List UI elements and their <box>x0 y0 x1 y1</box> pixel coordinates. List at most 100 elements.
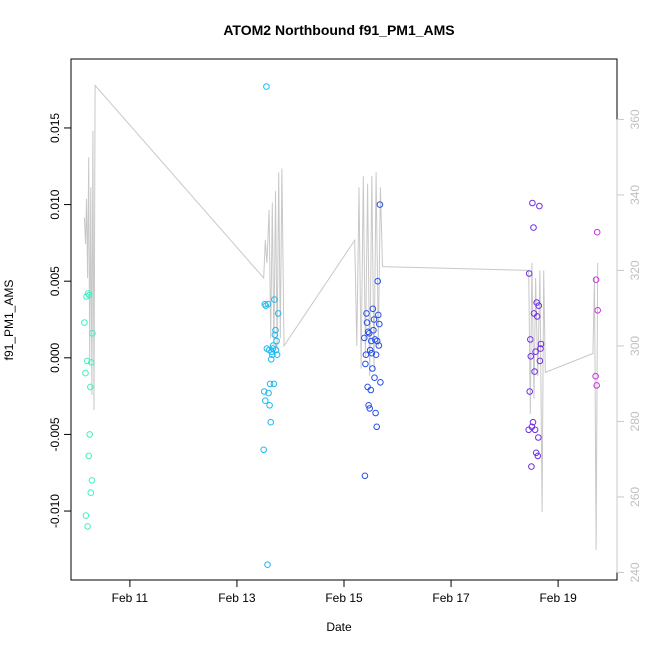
y2-tick-label: 240 <box>628 562 642 582</box>
data-point-s3-6 <box>363 319 371 326</box>
data-point-s4-8 <box>529 199 536 207</box>
data-point-s2-25 <box>273 337 280 345</box>
data-point-s2-21 <box>271 296 278 303</box>
y2-tick-label: 300 <box>628 336 642 356</box>
data-point-s5-4 <box>593 228 601 236</box>
data-point-s5-3 <box>593 382 601 389</box>
data-point-s2-16 <box>268 348 276 356</box>
data-point-s1-3 <box>82 512 90 519</box>
data-point-s2-23 <box>272 326 279 334</box>
secondary-line-layer <box>83 84 599 550</box>
data-point-s3-30 <box>376 201 384 208</box>
data-point-s3-20 <box>371 374 378 382</box>
data-point-s3-28 <box>375 342 383 349</box>
data-point-s1-11 <box>87 383 94 391</box>
data-point-s1-13 <box>88 359 95 366</box>
y-tick-label: 0.015 <box>48 113 62 143</box>
data-point-s4-19 <box>535 434 542 441</box>
data-point-s4-22 <box>536 357 544 365</box>
chart-title: ATOM2 Northbound f91_PM1_AMS <box>223 22 454 38</box>
data-point-s4-9 <box>529 418 537 426</box>
x-tick-label: Feb 15 <box>325 591 363 605</box>
data-point-s3-17 <box>369 305 377 313</box>
y-tick-label: -0.005 <box>48 417 62 451</box>
data-point-s4-20 <box>535 302 543 310</box>
data-point-s5-2 <box>592 276 600 284</box>
x-tick-label: Feb 17 <box>432 591 470 605</box>
data-point-s3-24 <box>373 423 381 431</box>
data-point-s2-22 <box>271 331 279 339</box>
x-tick-label: Feb 11 <box>112 591 149 605</box>
data-point-s3-11 <box>366 405 374 412</box>
data-point-s2-2 <box>260 388 268 395</box>
data-point-s2-15 <box>267 356 275 363</box>
data-point-s2-10 <box>265 389 272 397</box>
data-point-s3-13 <box>367 386 375 394</box>
data-point-s4-6 <box>528 463 535 470</box>
data-point-s3-2 <box>361 472 369 480</box>
data-point-s4-23 <box>537 345 544 352</box>
data-point-s2-1 <box>260 446 268 454</box>
data-point-s3-4 <box>362 351 370 359</box>
data-point-s4-18 <box>534 452 542 460</box>
data-point-s4-10 <box>530 224 537 231</box>
data-point-s1-2 <box>82 369 89 377</box>
secondary-line <box>83 84 599 550</box>
y-tick-label: -0.010 <box>48 494 62 528</box>
data-point-s3-16 <box>369 365 376 372</box>
data-point-s4-13 <box>531 426 539 434</box>
y-tick-label: 0.005 <box>48 266 62 296</box>
data-point-s2-27 <box>274 310 282 317</box>
data-point-s4-3 <box>526 388 534 395</box>
data-point-s2-6 <box>263 83 270 90</box>
data-point-s2-24 <box>272 346 280 354</box>
data-point-s3-5 <box>363 310 370 317</box>
data-point-s4-2 <box>525 270 533 277</box>
data-point-s3-1 <box>361 334 368 342</box>
data-point-s4-4 <box>527 336 534 343</box>
y-axis: -0.010 -0.005 0.000 0.005 0.010 0.015 <box>48 113 72 528</box>
y2-tick-label: 360 <box>628 109 642 129</box>
data-point-s2-20 <box>270 380 278 388</box>
data-point-s1-12 <box>87 489 95 497</box>
data-point-s3-10 <box>365 330 373 337</box>
data-point-s1-5 <box>83 357 91 365</box>
x-axis-label: Date <box>326 620 352 634</box>
data-point-s2-14 <box>267 418 275 426</box>
y2-tick-label: 320 <box>628 260 642 280</box>
data-point-s4-12 <box>531 368 538 375</box>
data-point-s3-15 <box>368 349 376 357</box>
data-point-s4-24 <box>537 340 545 348</box>
data-point-s2-26 <box>273 351 281 359</box>
data-point-s4-15 <box>532 449 540 457</box>
data-point-s1-14 <box>88 477 96 484</box>
data-point-s3-12 <box>366 346 374 354</box>
data-point-s3-7 <box>364 383 371 391</box>
data-point-s3-9 <box>365 402 372 409</box>
data-point-s2-3 <box>261 300 269 308</box>
data-point-s2-9 <box>264 300 272 308</box>
data-point-s1-9 <box>85 291 93 299</box>
data-point-s3-25 <box>373 337 381 345</box>
data-point-s5-5 <box>594 307 602 314</box>
y2-tick-label: 260 <box>628 487 642 507</box>
data-point-s2-18 <box>269 345 277 352</box>
x-tick-label: Feb 13 <box>218 591 256 605</box>
data-point-s4-21 <box>536 202 543 210</box>
data-point-s1-1 <box>81 319 88 326</box>
data-point-s1-10 <box>86 431 93 438</box>
data-point-s1-15 <box>89 330 96 337</box>
data-point-s3-31 <box>377 379 384 386</box>
data-point-s2-8 <box>264 561 271 569</box>
data-point-s3-29 <box>376 320 383 328</box>
data-point-s3-23 <box>372 351 380 359</box>
x-tick-label: Feb 19 <box>539 591 577 605</box>
data-point-s3-18 <box>370 326 377 334</box>
y2-axis: 240 260 280 300 320 340 360 <box>616 109 642 582</box>
y2-tick-label: 340 <box>628 185 642 205</box>
data-point-s1-7 <box>84 290 92 297</box>
x-axis: Feb 11 Feb 13 Feb 15 Feb 17 Feb 19 <box>112 579 577 605</box>
data-point-s2-17 <box>269 351 276 359</box>
data-point-s4-17 <box>533 313 541 320</box>
